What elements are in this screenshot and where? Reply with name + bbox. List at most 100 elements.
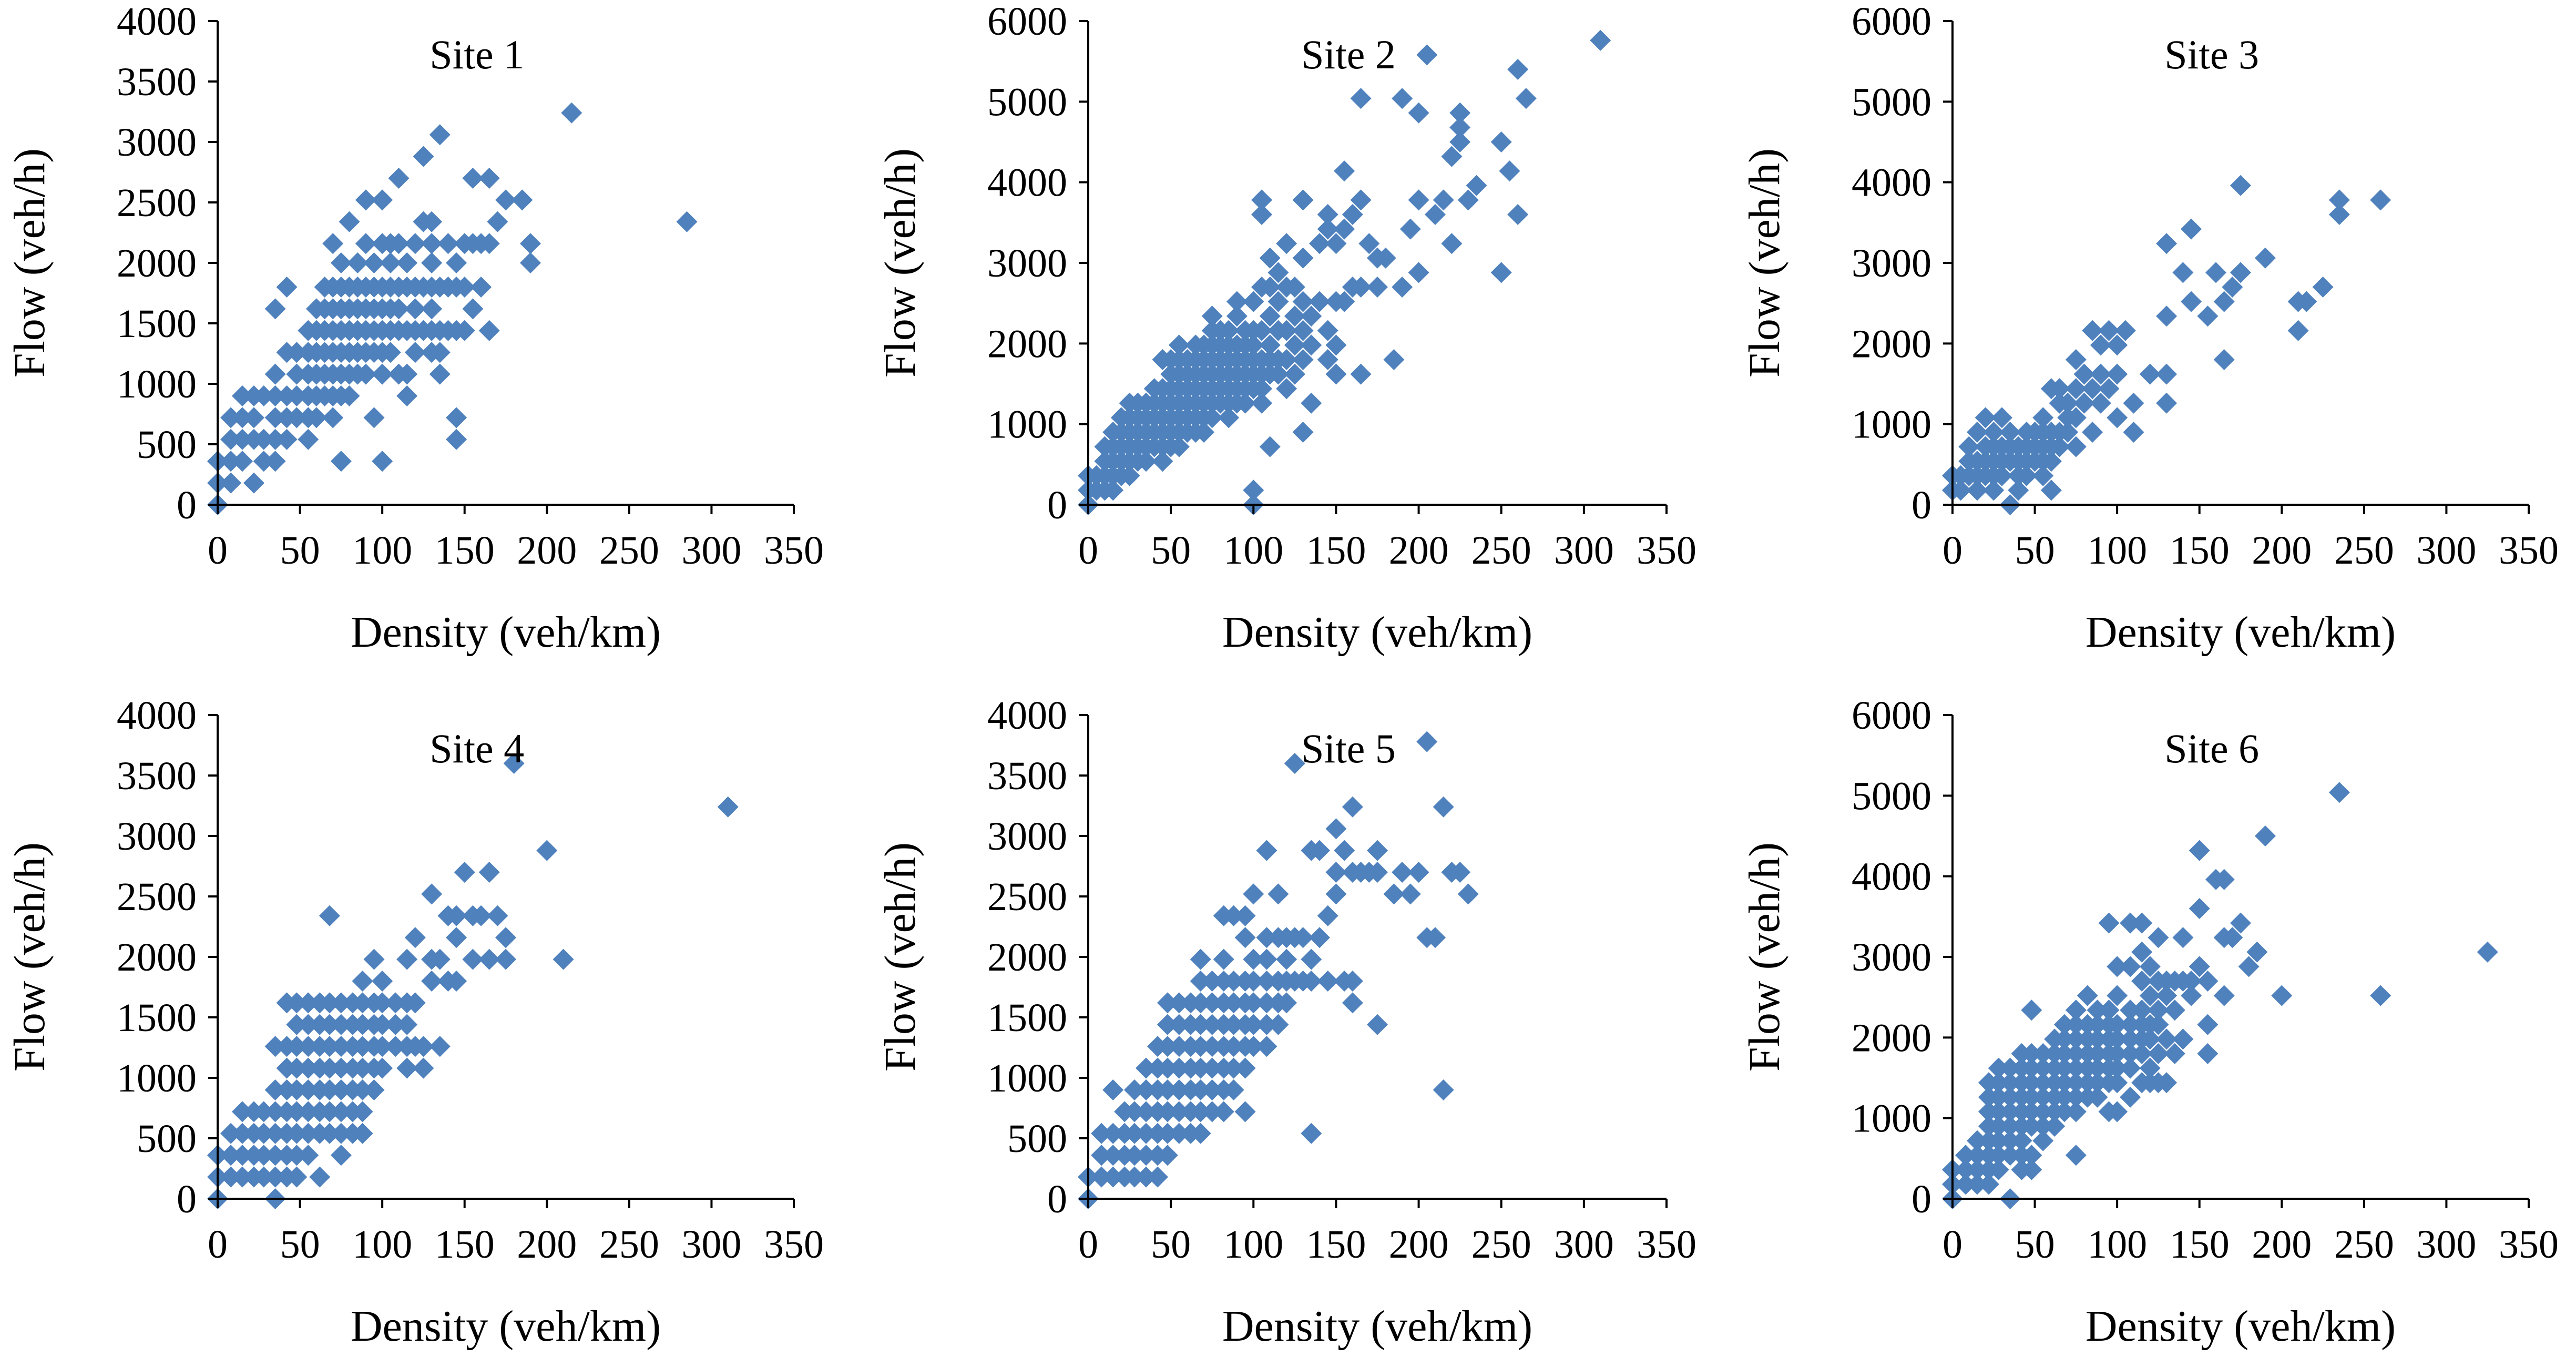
data-point — [2021, 999, 2042, 1021]
data-point — [2065, 1086, 2087, 1108]
data-point — [1991, 465, 2012, 486]
data-point — [1201, 1079, 1223, 1100]
data-point — [1950, 480, 1971, 501]
data-point — [2164, 999, 2185, 1021]
data-point — [2296, 291, 2317, 312]
y-axis-title: Flow (veh/h) — [876, 842, 925, 1072]
data-point — [404, 342, 426, 363]
data-point — [1243, 480, 1264, 501]
data-point — [1284, 305, 1305, 327]
data-point — [454, 862, 475, 883]
data-point — [1157, 1014, 1178, 1035]
data-point — [446, 252, 467, 273]
data-point — [1991, 407, 2012, 429]
data-point — [1367, 840, 1388, 861]
data-point — [1292, 349, 1314, 370]
data-point — [478, 168, 500, 189]
chart-panel-6: 0 1000 2000 3000 4000 5000 6000 0 50 100 150 200 250… — [1740, 693, 2559, 1351]
data-point — [1234, 392, 1256, 414]
data-point — [454, 277, 475, 298]
data-point — [1367, 1014, 1388, 1035]
data-point — [1102, 1079, 1124, 1100]
x-tick-label: 350 — [764, 528, 824, 573]
data-point — [2087, 1014, 2108, 1035]
x-tick-label: 0 — [1943, 528, 1962, 573]
data-point — [2021, 1057, 2042, 1079]
data-point — [1168, 1014, 1190, 1035]
data-point — [286, 407, 308, 429]
data-point — [2040, 480, 2062, 501]
data-point — [2156, 363, 2178, 385]
data-point — [2090, 334, 2111, 356]
y-tick-label: 4000 — [117, 693, 197, 738]
data-point — [1367, 862, 1388, 883]
data-point — [330, 1123, 352, 1144]
data-point — [2181, 291, 2202, 312]
data-point — [437, 233, 459, 254]
data-point — [2087, 1072, 2108, 1094]
data-point — [2164, 1043, 2185, 1064]
data-point — [388, 233, 410, 254]
data-point — [1251, 392, 1272, 414]
data-point — [1966, 1130, 1988, 1151]
data-point — [676, 211, 698, 232]
x-axis-title: Density (veh/km) — [351, 608, 661, 657]
data-point — [1999, 1116, 2021, 1137]
data-point — [2114, 320, 2136, 341]
data-point — [1213, 1101, 1234, 1123]
data-point — [1301, 948, 1322, 970]
data-point — [264, 1101, 286, 1123]
data-point — [471, 277, 492, 298]
data-point — [1988, 1086, 2009, 1108]
data-point — [253, 1145, 274, 1166]
data-point — [429, 1036, 451, 1057]
data-point — [339, 211, 360, 232]
data-point — [2107, 363, 2128, 385]
data-point — [1190, 1014, 1211, 1035]
panel-title: Site 4 — [430, 726, 524, 771]
y-tick-label: 5000 — [1852, 80, 1931, 124]
data-point — [2370, 189, 2391, 211]
data-point — [1136, 1079, 1157, 1100]
y-tick-label: 1500 — [117, 996, 197, 1040]
data-point — [363, 407, 385, 429]
data-point — [429, 948, 451, 970]
data-point — [1309, 840, 1330, 861]
data-point — [231, 385, 253, 406]
data-point — [1190, 971, 1211, 992]
data-point — [2073, 363, 2095, 385]
x-tick-label: 50 — [1151, 1222, 1191, 1267]
data-point — [2148, 927, 2169, 948]
data-point — [495, 948, 516, 970]
data-point — [330, 451, 352, 472]
x-tick-label: 150 — [2170, 1222, 2230, 1267]
data-point — [2370, 985, 2391, 1006]
y-tick-label: 3000 — [117, 814, 197, 859]
data-point — [536, 840, 558, 861]
data-point — [2032, 1116, 2054, 1137]
data-point — [1317, 204, 1338, 225]
data-point — [2107, 407, 2128, 429]
y-tick-label: 500 — [137, 1117, 197, 1161]
data-point — [2131, 941, 2153, 963]
data-point — [1157, 1079, 1178, 1100]
data-point — [372, 1036, 393, 1057]
data-point — [1375, 247, 1396, 269]
data-point — [1301, 392, 1322, 414]
x-axis-title: Density (veh/km) — [1222, 608, 1532, 657]
data-point — [1309, 291, 1330, 312]
data-point — [1091, 1145, 1112, 1166]
data-point — [1999, 422, 2021, 443]
data-point — [286, 1101, 308, 1123]
data-point — [264, 407, 286, 429]
data-point — [2107, 1043, 2128, 1064]
data-point — [330, 1101, 352, 1123]
y-tick-label: 0 — [1911, 1177, 1931, 1221]
data-point — [1256, 927, 1277, 948]
data-point — [2107, 1028, 2128, 1050]
data-point — [2098, 912, 2120, 934]
data-point — [372, 992, 393, 1014]
data-point — [385, 992, 406, 1014]
data-point — [1234, 927, 1256, 948]
data-point — [2021, 1159, 2042, 1180]
